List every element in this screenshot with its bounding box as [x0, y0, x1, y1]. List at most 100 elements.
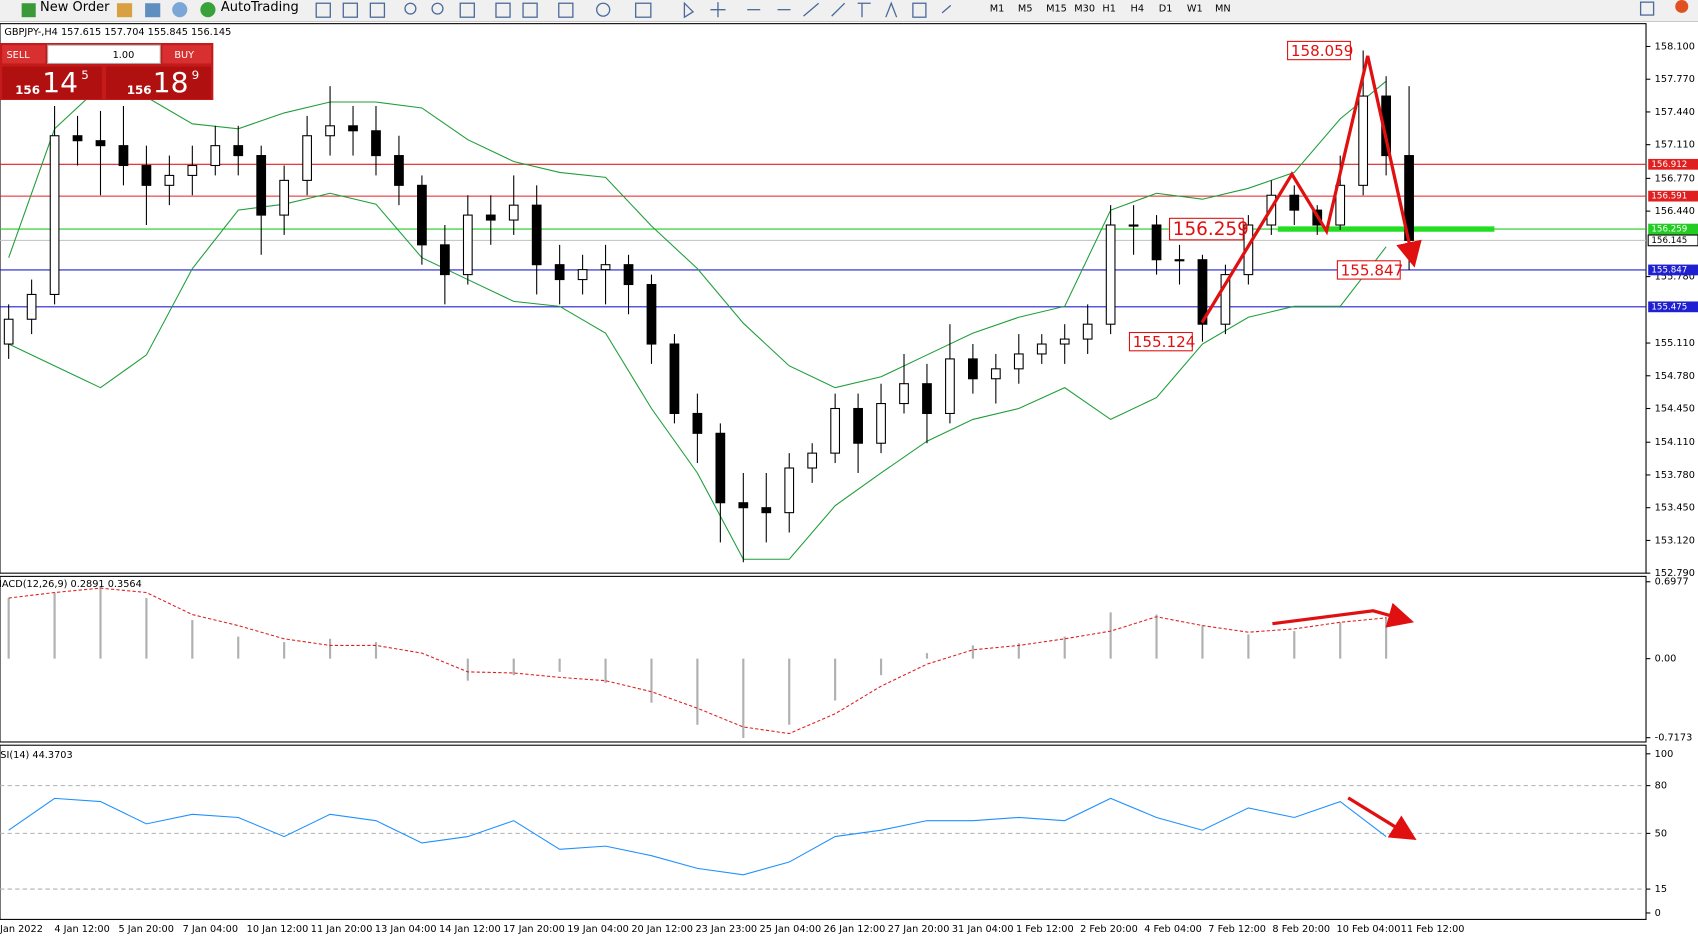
candle-body: [600, 264, 611, 271]
sell-price-pips: 14: [42, 66, 78, 99]
buy-button[interactable]: [162, 45, 212, 64]
y-tick-label: 153.120: [1655, 535, 1695, 546]
arrows-tool[interactable]: [941, 4, 952, 14]
x-tick-label: 4 Jan 12:00: [54, 924, 109, 935]
toolbar-icon[interactable]: [145, 3, 161, 18]
candle-body: [1151, 224, 1162, 261]
x-tick-label: 19 Jan 04:00: [567, 924, 629, 935]
x-tick-label: 23 Jan 23:00: [695, 924, 757, 935]
sell-button[interactable]: [2, 45, 46, 64]
candle-body: [164, 174, 175, 186]
candle-body: [1358, 95, 1369, 186]
trendline-tool[interactable]: [803, 2, 820, 17]
search-icon[interactable]: [1639, 1, 1655, 16]
toolbar-icon[interactable]: [315, 2, 331, 18]
toolbar-icon[interactable]: [596, 2, 611, 17]
timeframe-button[interactable]: MN: [1215, 4, 1231, 15]
y-tick-label: 153.780: [1655, 470, 1695, 481]
price-level-label: 155.847: [1651, 265, 1687, 275]
timeframe-button[interactable]: W1: [1187, 4, 1203, 15]
candle-body: [807, 452, 818, 469]
candle-body: [554, 264, 565, 281]
candle-body: [95, 140, 106, 147]
x-tick-label: 26 Jan 12:00: [824, 924, 886, 935]
candle-body: [439, 244, 450, 276]
y-tick-label: 157.440: [1655, 107, 1695, 118]
toolbar-icon[interactable]: [558, 2, 574, 18]
buy-price-pips: 18: [153, 66, 189, 99]
candle-body: [371, 130, 381, 157]
candle-body: [325, 125, 335, 137]
candle-body: [738, 502, 749, 509]
new-order-icon[interactable]: [21, 3, 36, 18]
toolbar-icon[interactable]: [342, 2, 359, 18]
candle-body: [49, 135, 60, 295]
price-panel: [0, 23, 1647, 574]
x-tick-label: 25 Jan 04:00: [760, 924, 822, 935]
candle-body: [922, 383, 932, 415]
timeframe-button[interactable]: H1: [1102, 4, 1116, 15]
timeframe-button[interactable]: M5: [1018, 4, 1033, 15]
lot-input[interactable]: [47, 44, 161, 64]
buy-price-fraction: 9: [192, 68, 200, 82]
channel-tool[interactable]: [831, 2, 846, 17]
candle-body: [1082, 323, 1093, 340]
candle-body: [1197, 259, 1208, 325]
toolbar-icon[interactable]: [116, 3, 133, 18]
timeframe-button[interactable]: D1: [1159, 4, 1173, 15]
y-tick-label: 153.450: [1655, 503, 1695, 514]
candle-body: [646, 283, 657, 345]
toolbar-icon[interactable]: [522, 2, 538, 18]
toolbar-icon[interactable]: [635, 2, 652, 18]
candle-body: [394, 155, 404, 186]
y-tick-label: 152.790: [1655, 568, 1695, 579]
candle-body: [233, 145, 244, 157]
candle-body: [1335, 184, 1346, 226]
current-price-tag: [1647, 234, 1698, 247]
label-tool[interactable]: [912, 2, 927, 18]
x-tick-label: 2 Feb 20:00: [1080, 924, 1138, 935]
candle-body: [1128, 224, 1139, 227]
buy-price-box[interactable]: [106, 66, 212, 99]
y-tick-label: 0.00: [1655, 654, 1677, 665]
timeframe-button[interactable]: M1: [990, 4, 1005, 15]
toolbar: [0, 0, 1698, 22]
sell-price-box[interactable]: [2, 66, 102, 99]
y-tick-label: 15: [1655, 884, 1667, 895]
fib-tool[interactable]: [857, 2, 871, 18]
price-level-tag: [1648, 223, 1698, 235]
x-tick-label: 8 Feb 20:00: [1272, 924, 1330, 935]
bollinger-lower: [8, 192, 1387, 560]
toolbar-icon[interactable]: [459, 2, 475, 18]
new-order-button[interactable]: New Order: [40, 0, 110, 15]
crosshair-tool[interactable]: [710, 2, 726, 18]
x-tick-label: 7 Jan 04:00: [183, 924, 238, 935]
price-level-tag: [1648, 264, 1698, 276]
zoom-in[interactable]: [404, 2, 417, 15]
cursor-tool[interactable]: [683, 1, 695, 19]
candle-body: [577, 269, 588, 281]
y-tick-label: -0.7173: [1655, 733, 1693, 744]
x-tick-label: 1 Feb 12:00: [1016, 924, 1074, 935]
autotrading-button[interactable]: AutoTrading: [221, 0, 299, 15]
candle-body: [485, 214, 496, 221]
autotrading-icon[interactable]: [200, 2, 216, 18]
macd-signal: [8, 587, 1387, 735]
notification-icon[interactable]: [1675, 0, 1689, 13]
toolbar-icon[interactable]: [172, 2, 188, 18]
y-tick-label: 0.6977: [1655, 577, 1689, 588]
toolbar-icon[interactable]: [495, 2, 511, 18]
buy-price-big: 156: [127, 83, 152, 97]
timeframe-button[interactable]: M30: [1074, 4, 1095, 15]
text-tool[interactable]: [885, 1, 898, 18]
timeframe-button[interactable]: M15: [1046, 4, 1067, 15]
candle-body: [1220, 274, 1231, 325]
drawn-arrow: [1272, 602, 1415, 628]
toolbar-icon[interactable]: [369, 2, 386, 18]
timeframe-button[interactable]: H4: [1131, 4, 1145, 15]
candle-body: [3, 318, 14, 345]
rsi-chart: 100 80 50 15 0 RSI(14) 44.3703: [0, 749, 1673, 919]
zoom-out[interactable]: [431, 2, 444, 15]
